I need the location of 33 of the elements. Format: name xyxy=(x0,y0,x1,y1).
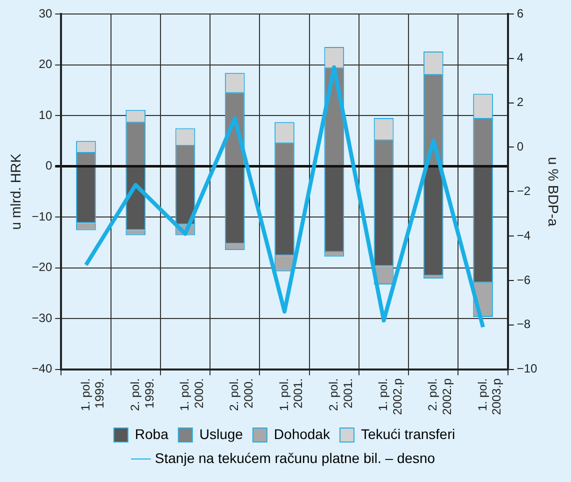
x-tick-label: 1. pol. 2000. xyxy=(178,378,206,411)
legend-label: Tekući transferi xyxy=(360,426,456,442)
legend-label: Usluge xyxy=(199,426,244,442)
y2-tick-label: −8 xyxy=(516,317,531,332)
y-tick-label: −40 xyxy=(32,362,52,376)
y2-tick-label: 0 xyxy=(516,140,524,154)
y2-tick-label: 6 xyxy=(516,6,524,20)
x-tick-label: 2. pol. 2001. xyxy=(326,378,355,411)
y2-tick-label: −2 xyxy=(516,184,531,198)
x-tick-label: 2. pol. 2000. xyxy=(227,378,256,411)
y-tick-label: 0 xyxy=(45,158,52,173)
y-tick-label: 20 xyxy=(38,57,52,72)
y2-tick-label: −6 xyxy=(516,272,531,287)
y-tick-label: −20 xyxy=(32,260,52,274)
y-tick-label: 30 xyxy=(38,6,52,20)
x-tick-label: 1. pol. 2002.p xyxy=(376,378,404,415)
y2-tick-label: 2 xyxy=(516,95,524,110)
y-tick-label: 10 xyxy=(38,108,52,122)
y-tick-label: −10 xyxy=(32,209,52,224)
y2-tick-label: 4 xyxy=(516,50,524,65)
legend-label: Roba xyxy=(134,426,169,442)
y2-axis-title: u % BDP-a xyxy=(546,157,562,226)
x-tick-label: 2. pol. 1999. xyxy=(128,378,156,411)
x-tick-label: 1. pol. 2001. xyxy=(276,378,306,411)
y2-tick-label: −10 xyxy=(516,362,538,376)
y-axis-title: u mlrd. HRK xyxy=(7,152,24,230)
y-tick-label: −30 xyxy=(32,310,52,325)
x-tick-label: 2. pol. 2002.p xyxy=(426,378,454,415)
y2-tick-label: −4 xyxy=(516,228,531,242)
legend-label: Dohodak xyxy=(274,426,331,442)
legend-label: Stanje na tekućem računu platne bil. – desno xyxy=(154,450,436,466)
x-tick-label: 1. pol. 2003.p xyxy=(475,378,504,415)
x-tick-label: 1. pol. 1999. xyxy=(78,378,107,411)
